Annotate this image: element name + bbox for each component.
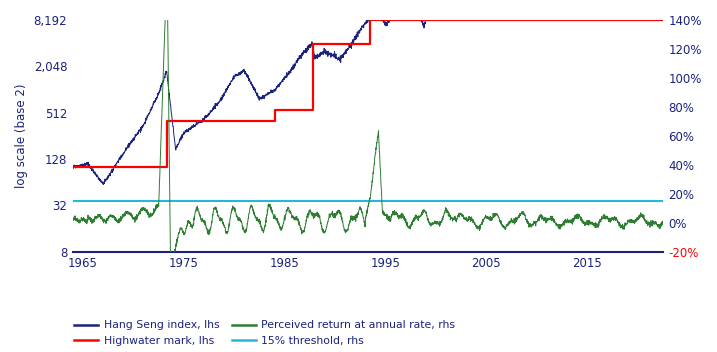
Legend: Hang Seng index, lhs, Highwater mark, lhs, Perceived return at annual rate, rhs,: Hang Seng index, lhs, Highwater mark, lh… bbox=[70, 316, 460, 350]
Y-axis label: log scale (base 2): log scale (base 2) bbox=[15, 83, 28, 188]
